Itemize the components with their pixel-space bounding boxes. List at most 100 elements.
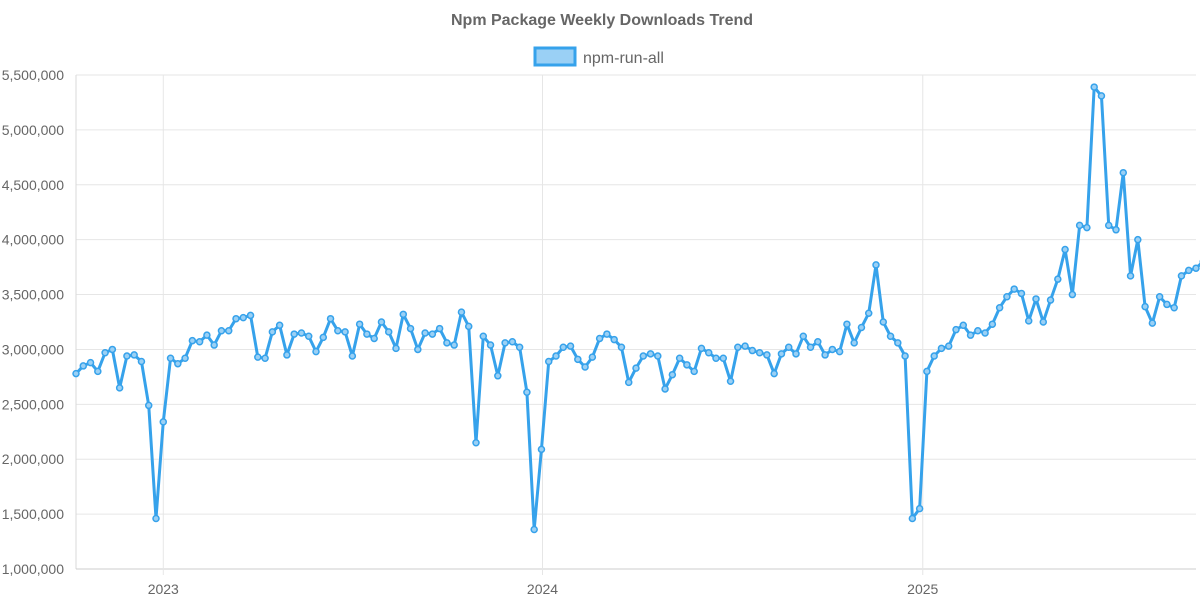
data-point[interactable] [377,318,386,326]
data-point[interactable] [195,338,204,346]
data-point[interactable] [959,321,968,330]
data-point[interactable] [814,338,822,346]
data-point[interactable] [72,369,80,378]
data-point[interactable] [1155,293,1164,301]
data-point[interactable] [610,335,618,344]
data-point[interactable] [1039,318,1048,326]
data-point[interactable] [515,343,524,351]
data-point[interactable] [944,342,953,350]
data-point[interactable] [246,311,255,320]
data-point[interactable] [806,343,815,351]
data-point[interactable] [1003,293,1011,301]
data-point[interactable] [683,361,691,369]
data-point[interactable] [1126,272,1135,280]
data-point[interactable] [181,354,189,362]
data-point[interactable] [675,354,684,362]
data-point[interactable] [79,362,88,370]
data-point[interactable] [654,352,662,360]
data-point[interactable] [763,351,771,359]
data-point[interactable] [966,331,975,339]
data-point[interactable] [137,357,146,366]
data-point[interactable] [901,352,909,360]
data-point[interactable] [319,333,328,342]
data-point[interactable] [632,364,640,372]
data-point[interactable] [457,308,466,316]
data-point[interactable] [312,347,320,356]
data-point[interactable] [494,372,502,380]
data-point[interactable] [544,357,553,366]
data-point[interactable] [857,323,866,332]
data-point[interactable] [821,351,829,359]
data-point[interactable] [595,334,604,343]
data-point[interactable] [108,345,117,354]
data-point[interactable] [588,353,597,361]
data-point[interactable] [1170,303,1178,312]
data-point[interactable] [1090,83,1098,91]
data-point[interactable] [254,353,262,361]
data-point[interactable] [697,344,706,353]
data-point[interactable] [304,332,313,341]
data-point[interactable] [879,318,888,326]
data-point[interactable] [486,341,495,349]
data-point[interactable] [704,348,713,357]
data-point[interactable] [348,352,357,360]
data-point[interactable] [1141,302,1149,311]
data-point[interactable] [1046,296,1055,304]
data-point[interactable] [1083,223,1091,232]
data-point[interactable] [1061,245,1069,254]
data-point[interactable] [952,325,960,334]
data-point[interactable] [1119,168,1128,177]
data-point[interactable] [188,336,197,345]
data-point[interactable] [770,369,778,378]
data-point[interactable] [355,320,364,328]
data-point[interactable] [1184,266,1193,275]
data-point[interactable] [290,330,298,338]
data-point[interactable] [152,514,160,523]
data-point[interactable] [508,338,517,346]
data-point[interactable] [734,343,742,351]
data-point[interactable] [1024,317,1033,325]
data-point[interactable] [399,310,408,319]
data-point[interactable] [94,367,102,376]
data-point[interactable] [501,339,509,347]
data-point[interactable] [690,367,698,376]
data-point[interactable] [1192,264,1200,272]
data-point[interactable] [748,346,757,355]
data-point[interactable] [1104,221,1113,230]
data-point[interactable] [617,343,626,351]
data-point[interactable] [472,439,480,447]
data-point[interactable] [559,343,568,351]
data-point[interactable] [130,351,138,359]
data-point[interactable] [1068,290,1077,299]
data-point[interactable] [363,330,371,338]
data-point[interactable] [712,354,720,362]
data-point[interactable] [523,388,531,397]
data-point[interactable] [784,343,793,351]
data-point[interactable] [908,514,917,523]
data-point[interactable] [144,401,153,410]
data-point[interactable] [930,352,938,360]
data-point[interactable] [334,327,342,335]
data-point[interactable] [159,418,168,426]
legend[interactable]: npm-run-all [533,46,664,67]
data-point[interactable] [1032,295,1040,303]
data-point[interactable] [646,350,655,358]
data-point[interactable] [755,348,764,357]
data-point[interactable] [981,329,989,337]
data-point[interactable] [370,334,378,343]
data-point[interactable] [894,339,902,347]
data-point[interactable] [661,385,669,393]
data-point[interactable] [639,352,648,360]
data-point[interactable] [1075,221,1084,230]
data-point[interactable] [726,377,735,386]
data-point[interactable] [995,303,1004,312]
data-point[interactable] [1112,226,1120,234]
data-point[interactable] [835,347,844,356]
data-point[interactable] [552,352,560,360]
data-point[interactable] [283,351,291,359]
data-point[interactable] [239,313,248,322]
data-point[interactable] [479,332,488,341]
data-point[interactable] [174,359,182,368]
data-point[interactable] [915,504,924,513]
data-point[interactable] [937,344,946,353]
